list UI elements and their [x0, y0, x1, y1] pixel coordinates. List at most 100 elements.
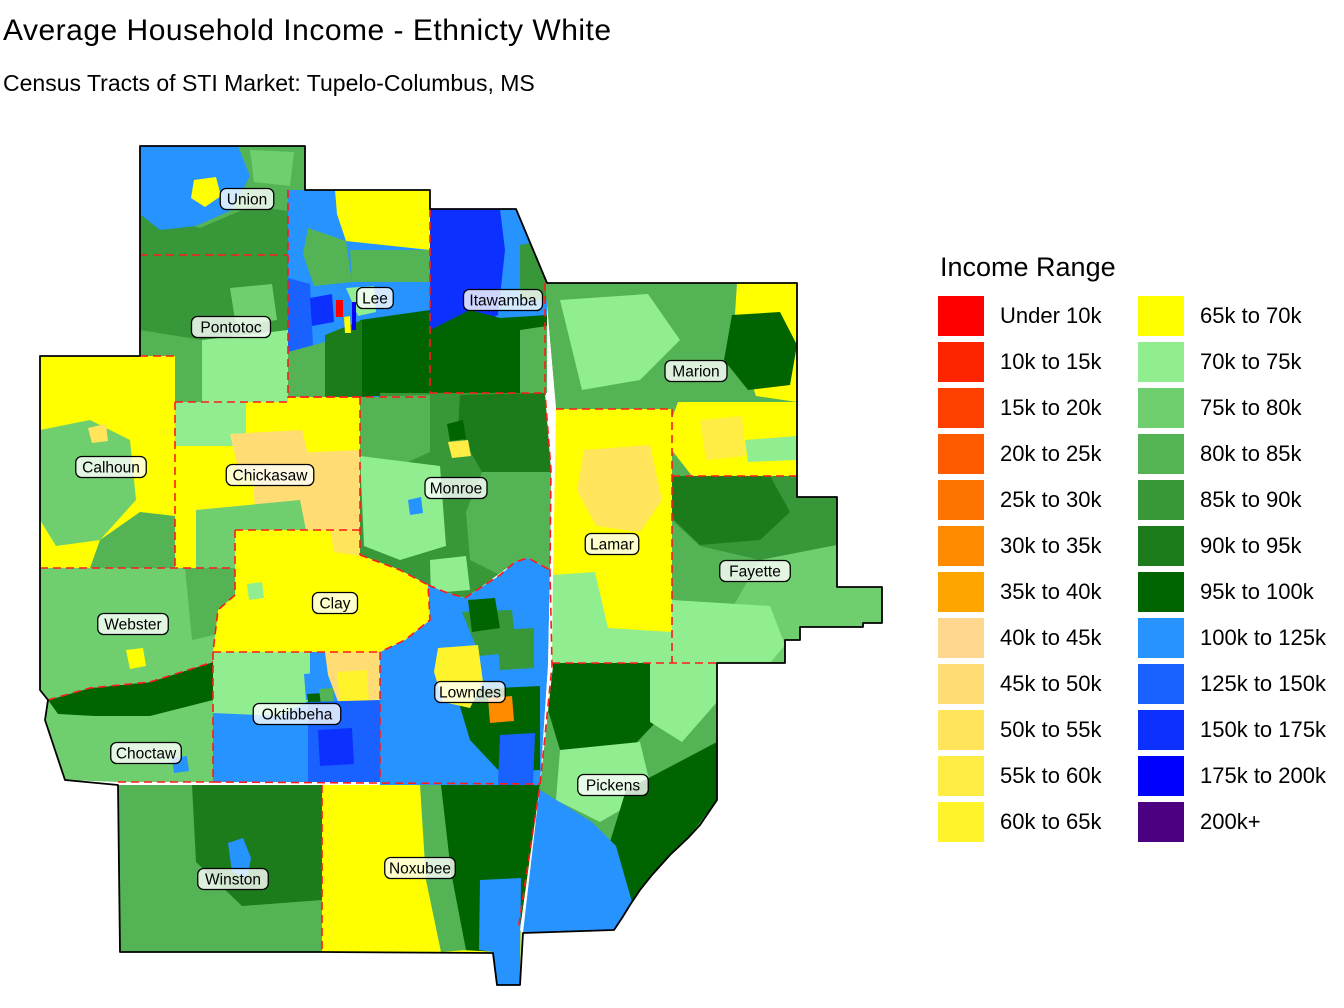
county-label-itawamba: Itawamba [462, 288, 544, 312]
census-tract [126, 648, 146, 669]
legend-item: 150k to 175k [1138, 710, 1344, 750]
legend-item: 70k to 75k [1138, 342, 1344, 382]
census-tract [724, 312, 797, 390]
legend-label: 15k to 20k [1000, 395, 1102, 420]
legend-swatch [938, 802, 984, 842]
census-tract [303, 228, 352, 286]
county-clay [213, 530, 430, 652]
legend-swatch [938, 756, 984, 796]
census-tract [48, 662, 213, 716]
legend-label: 20k to 25k [1000, 441, 1102, 466]
svg-text:Chickasaw: Chickasaw [233, 468, 309, 485]
legend-label: 100k to 125k [1200, 625, 1326, 650]
census-tract [288, 342, 325, 397]
legend-swatch [938, 388, 984, 428]
census-tract [318, 728, 354, 766]
census-tract [352, 302, 356, 330]
map-outer-boundary [39, 145, 883, 986]
legend-item: 30k to 35k [938, 526, 1138, 566]
legend-column-2: 65k to 70k 70k to 75k 75k to 80k 80k to 85k… [1138, 296, 1344, 848]
legend-swatch [1138, 802, 1184, 842]
county-boundary-dashed [517, 283, 553, 931]
county-boundary-dashed [359, 554, 431, 653]
census-tract [319, 688, 334, 705]
census-tract [700, 416, 746, 460]
county-boundary-dashed [212, 530, 236, 653]
legend-swatch [938, 664, 984, 704]
census-tract [408, 497, 423, 515]
legend-label: 90k to 95k [1200, 533, 1302, 558]
census-tract [610, 742, 717, 902]
legend-label: 85k to 90k [1200, 487, 1302, 512]
legend-label: 65k to 70k [1200, 303, 1302, 328]
legend-item: 60k to 65k [938, 802, 1138, 842]
legend-label: 80k to 85k [1200, 441, 1302, 466]
census-tract [350, 250, 430, 282]
legend-swatch [938, 342, 984, 382]
legend-swatch [1138, 480, 1184, 520]
county-label-pickens: Pickens [577, 773, 649, 797]
legend-swatch [938, 710, 984, 750]
census-tract [250, 150, 294, 186]
county-label-winston: Winston [197, 867, 269, 891]
legend-label: 10k to 15k [1000, 349, 1102, 374]
legend-label: 45k to 50k [1000, 671, 1102, 696]
county-label-lamar: Lamar [584, 532, 640, 556]
census-tract [191, 177, 221, 207]
legend-label: 40k to 45k [1000, 625, 1102, 650]
svg-text:Lee: Lee [362, 291, 388, 308]
legend-swatch [938, 618, 984, 658]
legend-item: 55k to 60k [938, 756, 1138, 796]
legend-label: 125k to 150k [1200, 671, 1326, 696]
legend-label: 55k to 60k [1000, 763, 1102, 788]
legend-swatch [1138, 388, 1184, 428]
legend-label: 150k to 175k [1200, 717, 1326, 742]
census-tract [247, 582, 264, 600]
county-lee [288, 190, 430, 397]
legend-item: 15k to 20k [938, 388, 1138, 428]
census-tract [545, 663, 656, 760]
census-tract [560, 294, 680, 390]
svg-text:Clay: Clay [319, 596, 350, 613]
legend-item: 65k to 70k [1138, 296, 1344, 336]
county-label-lowndes: Lowndes [434, 680, 506, 704]
svg-text:Pontotoc: Pontotoc [200, 320, 261, 337]
legend-item: 40k to 45k [938, 618, 1138, 658]
county-boundary-dashed [47, 661, 214, 701]
legend-label: 95k to 100k [1200, 579, 1314, 604]
legend-swatch [1138, 434, 1184, 474]
legend-swatch [938, 526, 984, 566]
legend-swatch [1138, 526, 1184, 566]
svg-text:Webster: Webster [104, 617, 161, 634]
legend-item: 35k to 40k [938, 572, 1138, 612]
census-tract [360, 395, 430, 470]
legend-swatch [938, 572, 984, 612]
legend-swatch [1138, 756, 1184, 796]
legend-swatch [1138, 296, 1184, 336]
census-tract [335, 190, 430, 250]
census-tract [430, 556, 470, 598]
census-tract [288, 278, 313, 352]
legend-swatch [938, 480, 984, 520]
legend-label: 50k to 55k [1000, 717, 1102, 742]
legend-item: 75k to 80k [1138, 388, 1344, 428]
svg-text:Lowndes: Lowndes [439, 685, 501, 702]
census-tract [325, 320, 362, 397]
svg-text:Lamar: Lamar [590, 537, 634, 554]
legend-swatch [938, 434, 984, 474]
census-tract [650, 663, 717, 742]
census-tract [552, 572, 672, 663]
county-boundary-dashed [212, 781, 541, 785]
county-label-marion: Marion [664, 359, 728, 383]
census-tract [202, 330, 288, 402]
census-tract [360, 310, 430, 397]
svg-text:Oktibbeha: Oktibbeha [262, 707, 333, 724]
legend-swatch [1138, 572, 1184, 612]
page-subtitle: Census Tracts of STI Market: Tupelo-Colu… [3, 70, 535, 96]
census-tract [458, 393, 551, 472]
census-tract [336, 300, 343, 317]
svg-text:Winston: Winston [205, 872, 261, 889]
census-tract [360, 456, 446, 560]
legend-item: 85k to 90k [1138, 480, 1344, 520]
